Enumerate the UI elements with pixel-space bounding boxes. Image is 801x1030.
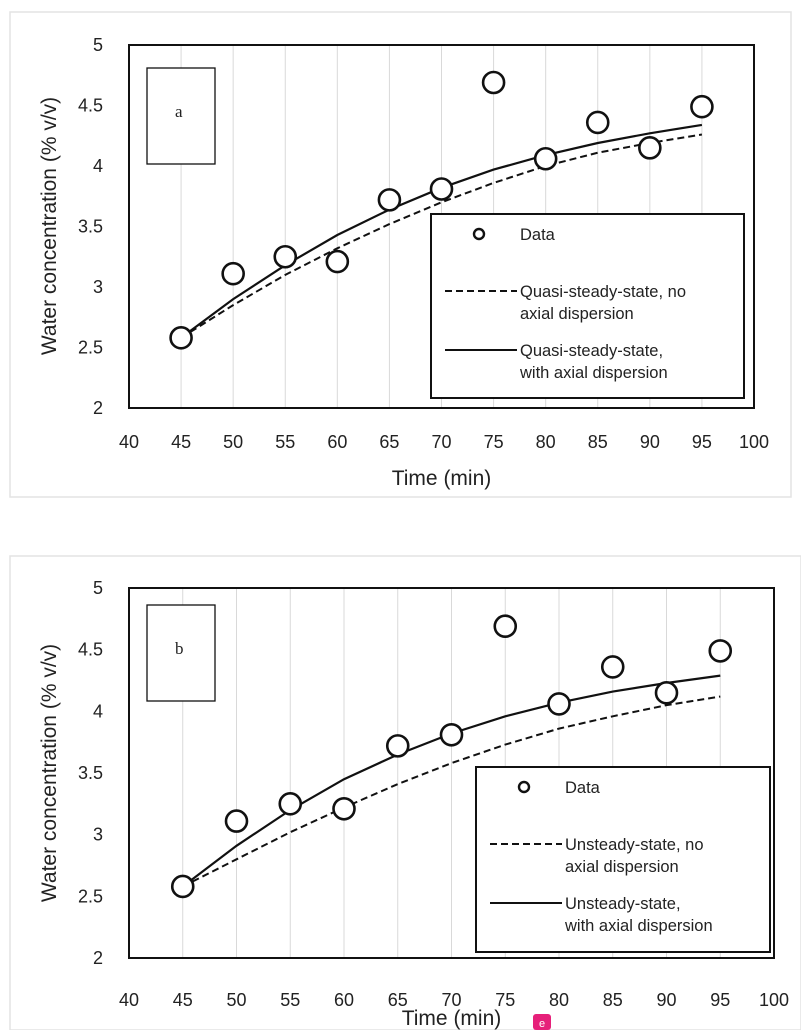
y-tick-label: 5: [93, 35, 103, 55]
data-point: [638, 136, 662, 160]
legend-label-data: Data: [565, 779, 601, 797]
y-tick-label: 4: [93, 156, 103, 176]
y-tick-label: 3.5: [78, 763, 103, 783]
x-tick-label: 100: [739, 432, 769, 452]
data-point: [690, 94, 714, 119]
series-line-dashed: [180, 133, 703, 339]
badge-background: [533, 1014, 551, 1030]
x-tick-label: 85: [588, 432, 608, 452]
data-point: [600, 655, 625, 679]
y-tick-label: 4.5: [78, 640, 103, 660]
legend-label-solid: Quasi-steady-state, with axial dispersion: [519, 342, 668, 382]
y-tick-label: 3: [93, 825, 103, 845]
data-point: [481, 70, 506, 95]
y-tick-label: 3: [93, 277, 103, 297]
legend-label-dashed: Unsteady-state, no axial dispersion: [565, 836, 704, 876]
data-point: [439, 722, 464, 747]
y-tick-label: 4: [93, 701, 103, 721]
plot-area-border: [128, 587, 775, 959]
chart-panel-b: 40 45 50 55 60 65 70 75 80 85 90 95 100 2 2.5 3 3.5 4 4.5 5…: [9, 555, 801, 1030]
legend: Data Unsteady-state, no axial dispersion Un…: [475, 766, 771, 953]
legend: Data Quasi-steady-state, no axial dispersi…: [430, 213, 745, 399]
data-point: [273, 244, 298, 269]
data-point: [325, 249, 350, 274]
x-axis-title: Time (min): [392, 467, 492, 490]
data-point: [385, 734, 410, 758]
x-tick-label: 50: [226, 990, 246, 1010]
x-tick-label: 70: [431, 432, 451, 452]
y-tick-label: 2: [93, 948, 103, 968]
x-tick-label: 40: [119, 990, 139, 1010]
badge-label: e: [539, 1018, 545, 1030]
series-line-dashed: [182, 695, 721, 888]
legend-marker-data: [517, 780, 531, 794]
data-point: [224, 809, 249, 833]
x-tick-label: 90: [640, 432, 660, 452]
data-point: [585, 110, 610, 135]
x-tick-label: 55: [275, 432, 295, 452]
data-point: [377, 188, 402, 212]
x-tick-label: 80: [549, 990, 569, 1010]
data-point: [332, 796, 356, 821]
legend-label-dashed: Quasi-steady-state, no axial dispersion: [520, 283, 686, 323]
x-tick-label: 85: [603, 990, 623, 1010]
x-tick-label: 75: [484, 432, 504, 452]
chart-panel-a: 40 45 50 55 60 65 70 75 80 85 90 95 100 2 2.5 3 3.5 4 4.5 5…: [9, 11, 792, 498]
y-tick-label: 3.5: [78, 217, 103, 237]
legend-box: [430, 213, 745, 399]
data-point: [708, 639, 733, 663]
x-tick-label: 65: [388, 990, 408, 1010]
x-tick-label: 70: [441, 990, 461, 1010]
x-tick-label: 95: [710, 990, 730, 1010]
x-tick-label: 65: [379, 432, 399, 452]
y-tick-label: 5: [93, 578, 103, 598]
data-point: [547, 692, 571, 716]
x-tick-label: 95: [692, 432, 712, 452]
x-tick-label: 60: [327, 432, 347, 452]
plot-area-border: [128, 44, 755, 409]
x-tick-label: 45: [173, 990, 193, 1010]
y-axis-title: Water concentration (% v/v): [38, 97, 61, 355]
legend-box: [475, 766, 771, 953]
y-axis-title: Water concentration (% v/v): [38, 644, 61, 902]
x-tick-label: 45: [171, 432, 191, 452]
legend-label-solid: Unsteady-state, with axial dispersion: [564, 895, 713, 935]
data-point: [429, 177, 454, 201]
data-point: [278, 792, 303, 816]
corner-badge: e: [533, 1014, 551, 1030]
x-tick-label: 90: [656, 990, 676, 1010]
legend-marker-data: [472, 227, 486, 241]
x-tick-label: 80: [536, 432, 556, 452]
panel-label: a: [175, 102, 183, 121]
y-tick-label: 4.5: [78, 96, 103, 116]
x-tick-label: 60: [334, 990, 354, 1010]
panel-label-box: [146, 67, 216, 165]
x-tick-label: 100: [759, 990, 789, 1010]
y-tick-label: 2.5: [78, 338, 103, 358]
x-tick-label: 50: [223, 432, 243, 452]
data-point: [169, 326, 193, 350]
panel-label: b: [175, 639, 184, 658]
data-point: [533, 146, 558, 171]
data-point: [654, 681, 679, 705]
x-tick-label: 55: [280, 990, 300, 1010]
y-tick-label: 2: [93, 398, 103, 418]
x-tick-label: 40: [119, 432, 139, 452]
data-point: [493, 614, 518, 639]
data-point: [221, 261, 245, 286]
panel-label-box: [146, 604, 216, 702]
y-tick-label: 2.5: [78, 886, 103, 906]
x-tick-label: 75: [495, 990, 515, 1010]
x-axis-title: Time (min): [402, 1007, 502, 1030]
data-point: [170, 874, 195, 899]
legend-label-data: Data: [520, 226, 556, 244]
